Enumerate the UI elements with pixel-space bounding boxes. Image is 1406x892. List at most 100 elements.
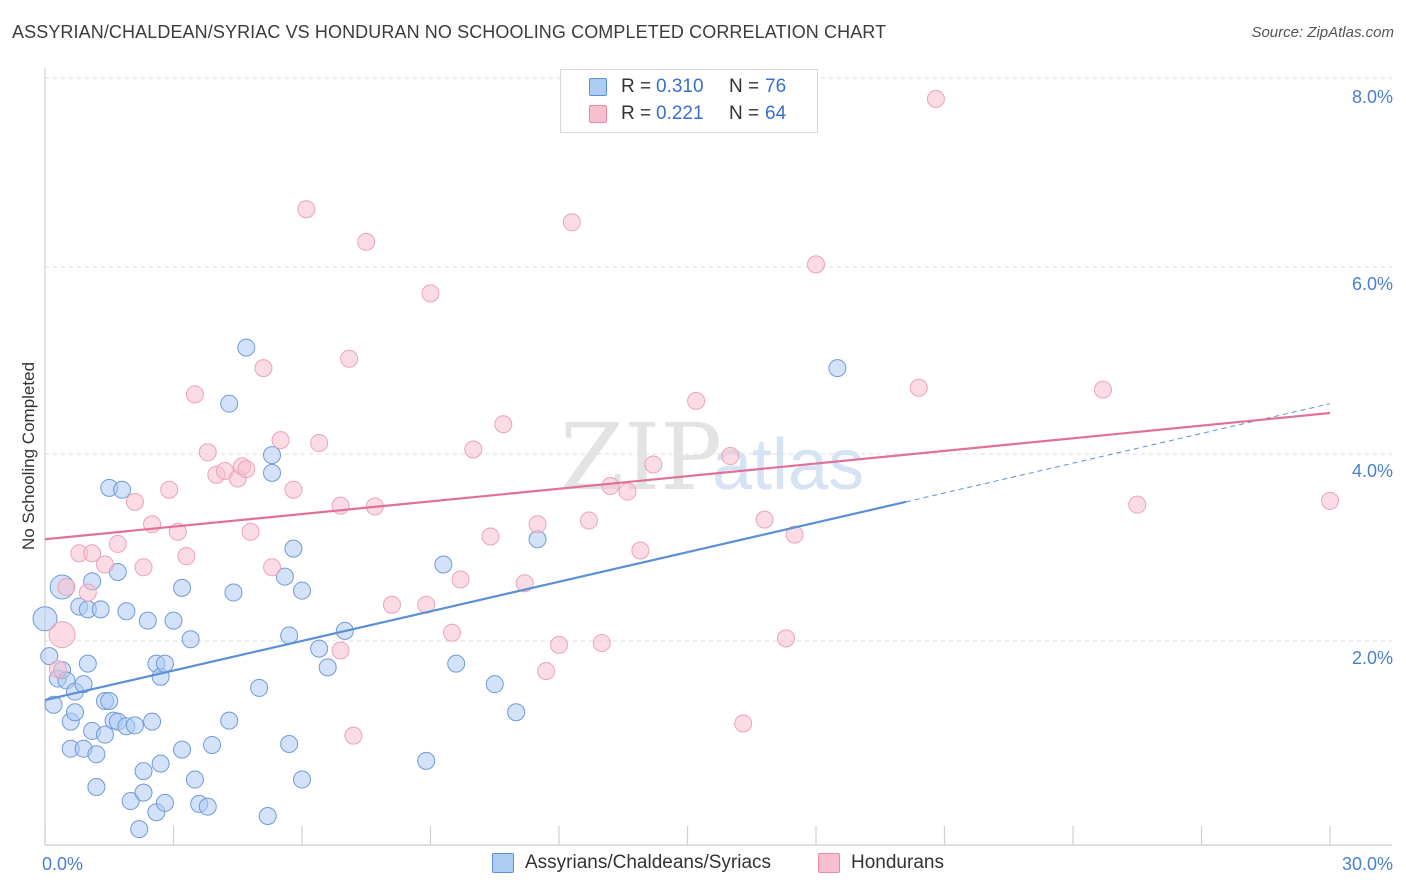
point-assyrians — [198, 797, 217, 816]
watermark-atlas: atlas — [712, 425, 864, 505]
point-hondurans — [515, 574, 534, 593]
point-assyrians — [485, 675, 504, 694]
point-assyrians — [293, 581, 311, 600]
point-assyrians — [151, 754, 170, 773]
point-assyrians — [224, 583, 243, 602]
series-assyrians-points — [32, 338, 847, 839]
point-assyrians — [134, 783, 153, 802]
point-assyrians — [275, 567, 294, 586]
point-hondurans — [755, 510, 774, 529]
point-hondurans — [721, 447, 740, 466]
point-assyrians — [434, 555, 453, 574]
x-tick-label: 0.0% — [42, 854, 83, 874]
point-assyrians — [280, 735, 299, 754]
legend-swatch-assyrians — [492, 853, 514, 873]
point-assyrians — [447, 654, 466, 673]
r-label: R = — [621, 103, 652, 124]
point-hondurans — [631, 541, 650, 560]
point-hondurans — [785, 525, 804, 544]
point-hondurans — [618, 482, 637, 501]
legend-swatch-hondurans — [818, 853, 840, 873]
point-hondurans — [310, 433, 329, 452]
x-tick-label: 30.0% — [1342, 854, 1393, 874]
point-hondurans — [537, 662, 556, 681]
point-hondurans — [421, 284, 440, 303]
point-assyrians — [87, 778, 106, 797]
point-assyrians — [828, 359, 847, 378]
point-hondurans — [241, 522, 260, 541]
point-hondurans — [687, 391, 706, 410]
point-hondurans — [807, 255, 825, 274]
point-hondurans — [198, 443, 217, 462]
point-assyrians — [173, 578, 192, 597]
point-hondurans — [357, 232, 376, 251]
point-hondurans — [1093, 380, 1112, 399]
trend-line-hondurans — [44, 411, 1331, 541]
point-assyrians — [91, 600, 110, 619]
point-assyrians — [40, 647, 59, 666]
point-hondurans — [160, 480, 179, 499]
watermark-zip: ZIP — [560, 404, 722, 511]
point-assyrians — [263, 463, 282, 482]
point-assyrians — [181, 630, 200, 649]
point-hondurans — [108, 534, 127, 553]
point-assyrians — [220, 394, 239, 413]
tick-labels: 2.0% 4.0% 6.0% 8.0% 0.0% 30.0% — [42, 87, 1393, 874]
point-hondurans — [592, 634, 611, 653]
point-hondurans — [464, 440, 483, 459]
point-hondurans — [254, 359, 273, 378]
point-assyrians — [113, 480, 132, 499]
r-label: R = — [621, 76, 652, 97]
point-hondurans — [451, 570, 470, 589]
point-assyrians — [134, 762, 153, 781]
point-hondurans — [263, 558, 282, 577]
legend-label-hondurans: Hondurans — [851, 852, 944, 873]
point-hondurans — [83, 544, 102, 563]
legend-swatch-hondurans — [589, 105, 607, 123]
point-hondurans — [601, 476, 620, 495]
trend-line-assyrians — [44, 500, 907, 702]
point-assyrians — [155, 654, 174, 673]
point-assyrians — [417, 751, 436, 770]
point-hondurans — [271, 431, 290, 450]
point-hondurans — [57, 577, 76, 596]
point-assyrians — [95, 725, 114, 744]
n-label: N = — [729, 76, 760, 97]
point-hondurans — [1321, 491, 1339, 510]
point-hondurans — [382, 595, 401, 614]
point-hondurans — [926, 89, 945, 108]
point-assyrians — [74, 675, 93, 694]
y-tick-label: 6.0% — [1352, 274, 1393, 294]
point-hondurans — [734, 714, 753, 733]
point-assyrians — [310, 639, 329, 658]
point-assyrians — [173, 740, 192, 759]
point-assyrians — [203, 735, 222, 754]
point-assyrians — [130, 820, 149, 839]
point-hondurans — [550, 635, 568, 654]
point-assyrians — [318, 658, 337, 677]
point-hondurans — [284, 480, 303, 499]
point-assyrians — [32, 606, 58, 632]
point-assyrians — [507, 703, 526, 722]
point-hondurans — [562, 213, 581, 232]
point-assyrians — [293, 770, 311, 789]
point-assyrians — [100, 692, 119, 711]
point-assyrians — [220, 711, 239, 730]
stats-legend: R = 0.310 N = 76 R = 0.221 N = 64 — [560, 69, 818, 133]
point-assyrians — [250, 678, 269, 697]
legend-swatch-assyrians — [589, 78, 607, 96]
point-hondurans — [777, 629, 796, 648]
point-assyrians — [237, 338, 256, 357]
point-hondurans — [344, 726, 363, 745]
point-assyrians — [258, 807, 277, 826]
point-assyrians — [263, 446, 282, 465]
trend-lines — [44, 403, 1331, 702]
n-label: N = — [729, 103, 760, 124]
point-hondurans — [909, 378, 928, 397]
r-value: 0.221 — [656, 103, 704, 124]
point-hondurans — [644, 455, 663, 474]
point-hondurans — [481, 527, 500, 546]
point-hondurans — [95, 555, 114, 574]
point-assyrians — [125, 716, 144, 735]
